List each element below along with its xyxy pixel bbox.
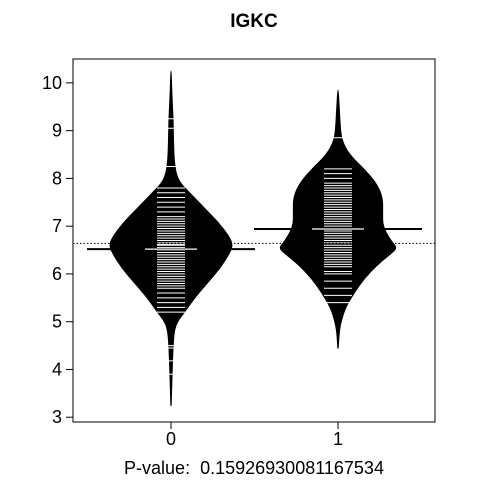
y-tick-label: 8 <box>52 168 62 188</box>
y-tick-label: 4 <box>52 359 62 379</box>
y-tick-label: 10 <box>42 73 62 93</box>
x-tick-label: 0 <box>166 429 176 449</box>
chart-title: IGKC <box>230 11 278 32</box>
p-value: 0.15926930081167534 <box>200 458 384 478</box>
p-value-prefix: P-value: <box>124 458 190 478</box>
x-axis-label: P-value: 0.15926930081167534 <box>124 458 384 478</box>
y-tick-label: 5 <box>52 312 62 332</box>
plot-frame <box>72 58 436 423</box>
y-axis: 3 4 5 6 7 8 9 10 <box>42 73 73 427</box>
y-tick-label: 3 <box>52 407 62 427</box>
y-tick-label: 6 <box>52 264 62 284</box>
x-tick-label: 1 <box>333 429 343 449</box>
y-tick-label: 9 <box>52 121 62 141</box>
y-tick-label: 7 <box>52 216 62 236</box>
bean-layer <box>87 70 422 406</box>
